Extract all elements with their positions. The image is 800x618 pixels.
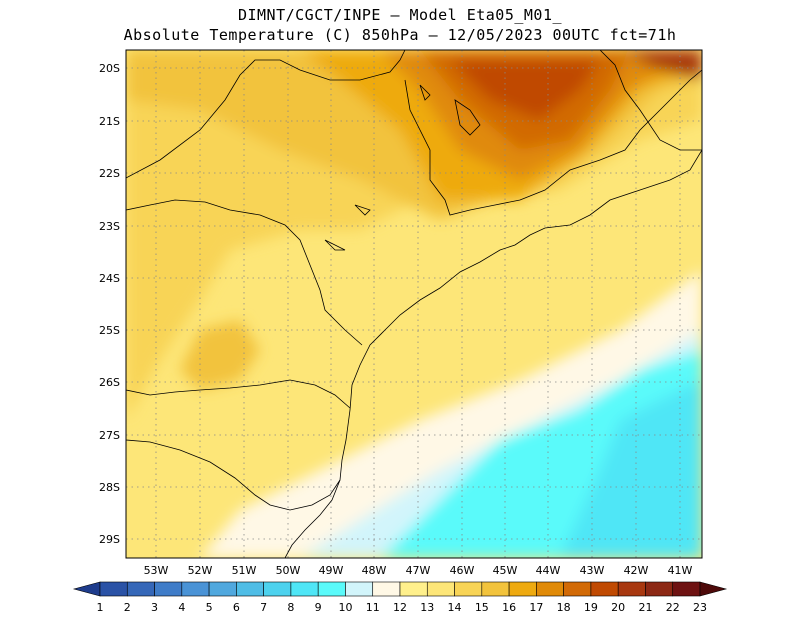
colorbar-swatch [536,581,564,597]
lon-label: 53W [144,564,169,577]
colorbar-left-arrow [72,581,101,597]
map-frame [125,49,703,559]
colorbar-label: 5 [206,601,213,614]
lon-label: 45W [493,564,518,577]
colorbar-swatch [345,581,374,597]
colorbar-label: 14 [448,601,462,614]
lon-label: 41W [668,564,693,577]
colorbar-swatch [126,581,155,597]
colorbar-swatch [154,581,183,597]
colorbar-swatch [99,581,128,597]
lon-label: 46W [450,564,475,577]
colorbar-swatch [208,581,237,597]
colorbar-swatch [454,581,483,597]
colorbar-label: 8 [287,601,294,614]
colorbar-swatch [290,581,319,597]
colorbar-swatch [181,581,210,597]
colorbar-label: 11 [366,601,380,614]
colorbar-swatch [645,581,674,597]
title-line-1: DIMNT/CGCT/INPE – Model Eta05_M01_ [237,6,563,24]
colorbar-swatch [263,581,292,597]
longitude-axis: 53W 52W 51W 50W 49W 48W 47W 46W 45W 44W … [144,564,693,577]
colorbar-swatch [372,581,401,597]
lon-label: 42W [624,564,649,577]
lon-label: 47W [406,564,431,577]
lon-label: 51W [232,564,257,577]
colorbar-label: 12 [393,601,407,614]
lon-label: 50W [276,564,301,577]
colorbar-label: 1 [97,601,104,614]
colorbar-label: 6 [233,601,240,614]
coastline-and-borders [126,50,702,558]
colorbar-label: 13 [420,601,434,614]
colorbar-swatch [317,581,346,597]
lat-label: 22S [99,167,120,180]
lat-label: 27S [99,429,120,442]
colorbar-label: 19 [584,601,598,614]
colorbar-label: 2 [124,601,131,614]
lon-label: 43W [580,564,605,577]
lat-label: 24S [99,272,120,285]
lat-label: 28S [99,481,120,494]
title-line-2: Absolute Temperature (C) 850hPa – 12/05/… [123,26,677,44]
lat-label: 21S [99,115,120,128]
lon-label: 44W [536,564,561,577]
colorbar-label: 10 [338,601,352,614]
lat-label: 29S [99,533,120,546]
colorbar-label: 18 [557,601,571,614]
colorbar-label: 3 [151,601,158,614]
colorbar-label: 22 [666,601,680,614]
map-grid [126,50,702,558]
lat-label: 20S [99,62,120,75]
temperature-field [126,50,702,558]
lat-label: 25S [99,324,120,337]
colorbar-label: 4 [178,601,185,614]
colorbar-label: 16 [502,601,516,614]
colorbar-swatch [617,581,646,597]
colorbar-swatch [481,581,510,597]
colorbar-swatch [563,581,592,597]
lon-label: 52W [188,564,213,577]
colorbar-label: 23 [693,601,707,614]
colorbar-label: 7 [260,601,267,614]
colorbar-label: 15 [475,601,489,614]
colorbar-label: 20 [611,601,625,614]
colorbar-swatch [508,581,537,597]
lat-label: 26S [99,376,120,389]
latitude-axis: 20S 21S 22S 23S 24S 25S 26S 27S 28S 29S [99,62,120,546]
colorbar-label: 21 [638,601,652,614]
lon-label: 49W [319,564,344,577]
colorbar-swatch [672,581,701,597]
colorbar-label: 17 [529,601,543,614]
lon-label: 48W [362,564,387,577]
colorbar-label: 9 [315,601,322,614]
colorbar-right-arrow [699,581,728,597]
colorbar: 1 2 3 4 5 6 7 8 9 10 11 12 13 14 15 16 17 18 19 20 21 22 23 [72,581,728,614]
colorbar-swatch [236,581,264,597]
colorbar-swatch [590,581,619,597]
colorbar-swatch [426,581,455,597]
lat-label: 23S [99,220,120,233]
colorbar-swatch [399,581,428,597]
